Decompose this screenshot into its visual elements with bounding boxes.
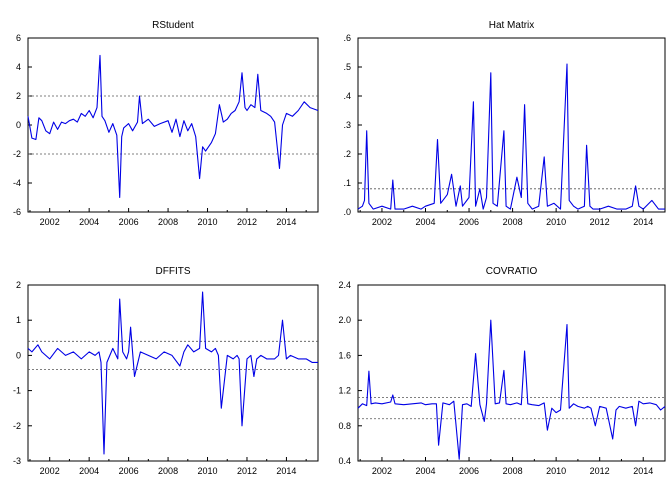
x-tick-label: 2004 <box>79 217 99 227</box>
series-line-0 <box>27 291 318 455</box>
y-tick-label: .5 <box>343 62 351 72</box>
series-line-0 <box>357 63 665 210</box>
y-tick-label: .6 <box>343 33 351 43</box>
x-tick-label: 2002 <box>40 466 60 476</box>
y-tick-label: -3 <box>13 456 21 466</box>
x-tick-label: 2004 <box>415 217 435 227</box>
plot-frame <box>357 284 666 462</box>
y-tick-label: -2 <box>13 149 21 159</box>
y-tick-label: 1 <box>16 315 21 325</box>
x-tick-label: 2012 <box>590 217 610 227</box>
y-tick-label: .0 <box>343 207 351 217</box>
chart-panel-1: Hat Matrix .6 .5 .4 .3 .2 .1 .0 2002 2004 2006 2008… <box>343 20 666 227</box>
y-tick-label: 2.4 <box>338 280 351 290</box>
y-tick-label: -2 <box>13 421 21 431</box>
y-tick-label: .3 <box>343 120 351 130</box>
y-tick-label: 2 <box>16 280 21 290</box>
y-tick-label: 4 <box>16 62 21 72</box>
series-line-0 <box>27 54 319 199</box>
x-tick-label: 2008 <box>158 466 178 476</box>
x-tick-label: 2008 <box>503 217 523 227</box>
x-tick-label: 2014 <box>276 466 296 476</box>
x-tick-label: 2010 <box>546 217 566 227</box>
x-tick-label: 2010 <box>198 466 218 476</box>
y-tick-label: 6 <box>16 33 21 43</box>
y-tick-label: -1 <box>13 386 21 396</box>
y-tick-label: .1 <box>343 178 351 188</box>
plot-frame <box>357 37 666 213</box>
x-tick-label: 2008 <box>503 466 523 476</box>
series-line-0 <box>357 319 666 460</box>
x-tick-label: 2002 <box>40 217 60 227</box>
x-tick-label: 2004 <box>79 466 99 476</box>
x-tick-label: 2004 <box>415 466 435 476</box>
chart-panel-0: RStudent 6 4 2 0 -2 -4 -6 2002 2004 2006 2008 2010 20… <box>13 20 319 227</box>
y-tick-label: 2.0 <box>338 315 351 325</box>
x-tick-label: 2006 <box>119 466 139 476</box>
y-tick-label: .4 <box>343 91 351 101</box>
chart-title: COVRATIO <box>486 266 538 277</box>
y-tick-label: 0 <box>16 120 21 130</box>
x-tick-label: 2014 <box>276 217 296 227</box>
y-tick-label: .2 <box>343 149 351 159</box>
x-tick-label: 2006 <box>119 217 139 227</box>
x-tick-label: 2006 <box>459 466 479 476</box>
x-tick-label: 2014 <box>633 217 653 227</box>
y-tick-label: 0.4 <box>338 456 351 466</box>
x-tick-label: 2010 <box>198 217 218 227</box>
x-tick-label: 2012 <box>237 466 257 476</box>
y-tick-label: 1.2 <box>338 386 351 396</box>
x-tick-label: 2008 <box>158 217 178 227</box>
y-tick-label: 0.8 <box>338 421 351 431</box>
chart-panel-2: DFFITS 2 1 0 -1 -2 -3 2002 2004 2006 2008 2010 2012 2… <box>13 266 319 476</box>
plot-frame <box>27 284 319 462</box>
y-tick-label: 1.6 <box>338 350 351 360</box>
x-tick-label: 2006 <box>459 217 479 227</box>
x-tick-label: 2012 <box>237 217 257 227</box>
chart-title: DFFITS <box>156 266 191 277</box>
y-tick-label: -4 <box>13 178 21 188</box>
x-tick-label: 2012 <box>590 466 610 476</box>
x-tick-label: 2014 <box>633 466 653 476</box>
x-tick-label: 2002 <box>372 217 392 227</box>
x-tick-label: 2010 <box>546 466 566 476</box>
y-tick-label: -6 <box>13 207 21 217</box>
chart-panel-3: COVRATIO 2.4 2.0 1.6 1.2 0.8 0.4 2002 2004 2006 20… <box>338 266 666 476</box>
chart-title: RStudent <box>152 20 194 31</box>
y-tick-label: 2 <box>16 91 21 101</box>
x-tick-label: 2002 <box>372 466 392 476</box>
y-tick-label: 0 <box>16 350 21 360</box>
chart-title: Hat Matrix <box>489 20 535 31</box>
